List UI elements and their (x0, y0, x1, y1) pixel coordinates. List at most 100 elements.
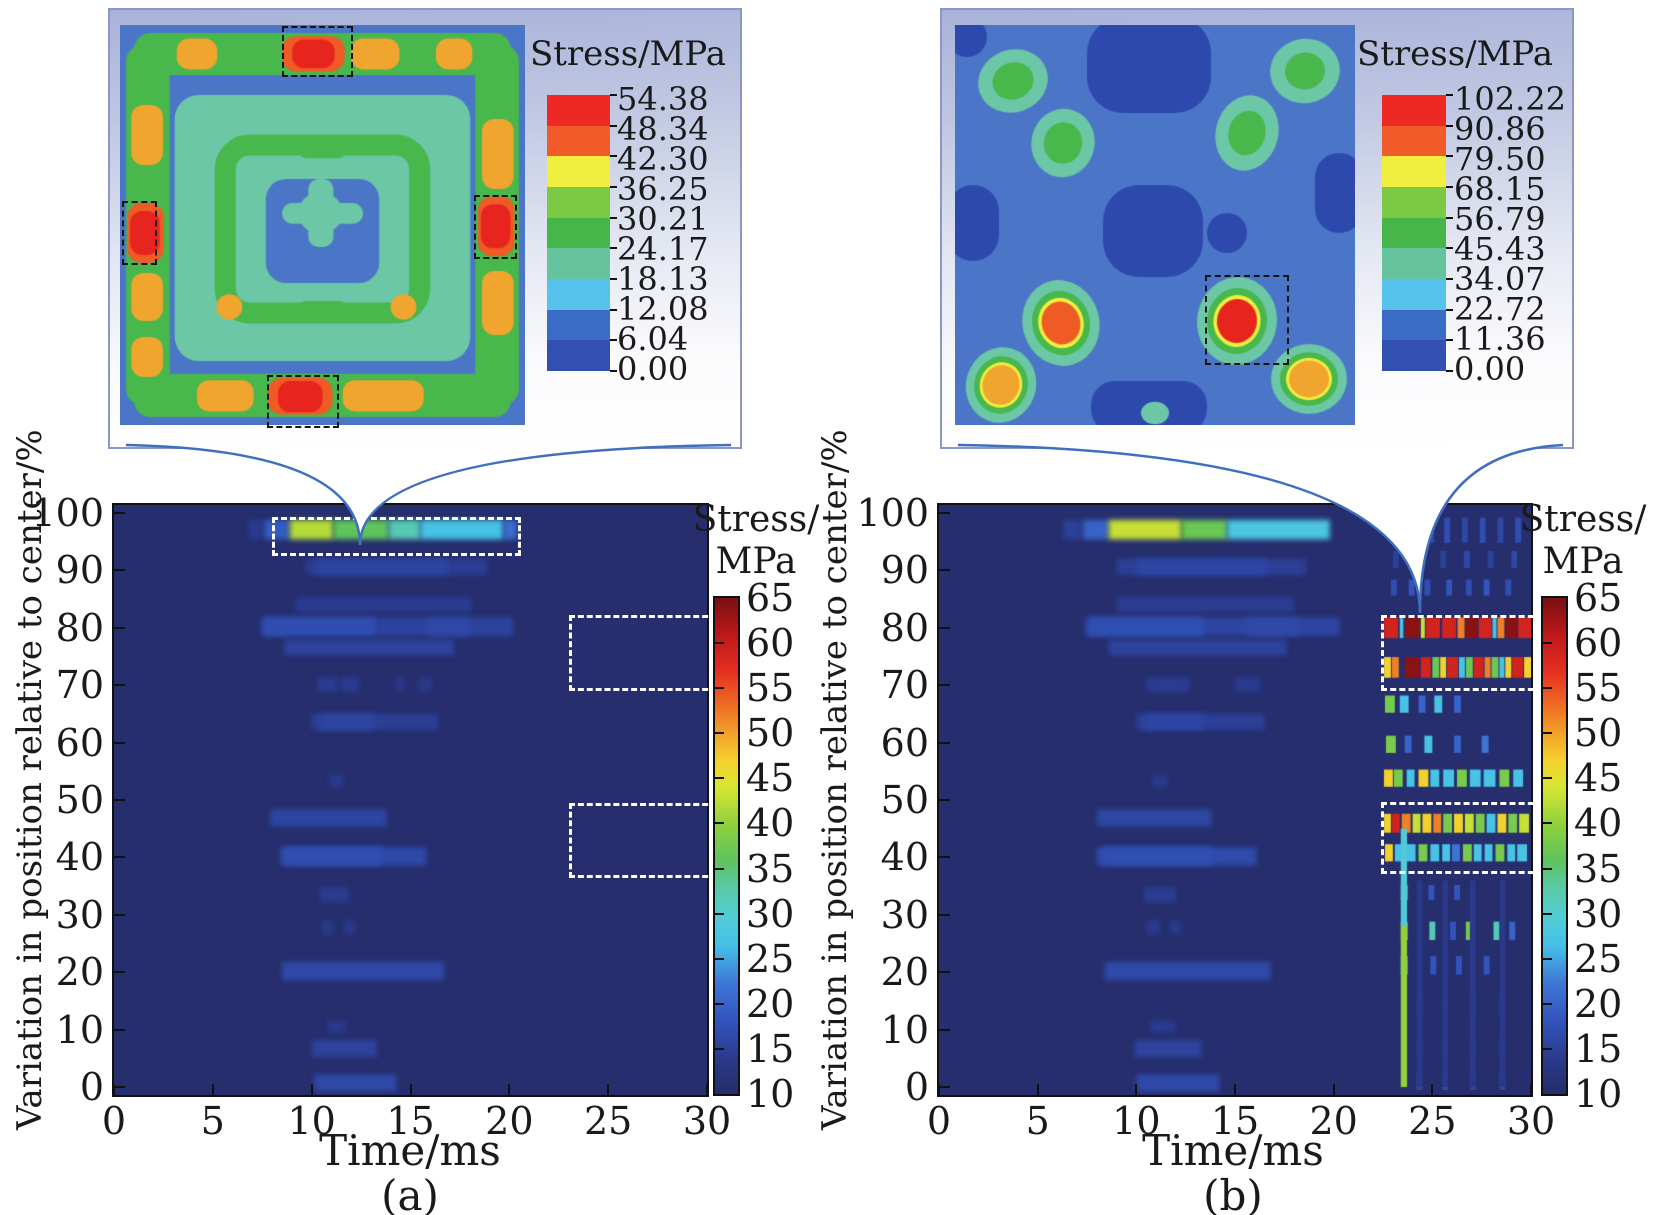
y-tick-label: 90 (880, 548, 929, 593)
legend-color-band (547, 340, 610, 371)
colorbar-tick-label: 60 (1574, 621, 1623, 666)
legend-boundary-tick (610, 339, 617, 342)
x-tick-mark (211, 1084, 214, 1095)
highlight-dashed-box (1381, 615, 1543, 692)
legend-boundary-tick (610, 124, 617, 127)
legend-value: 12.08 (617, 290, 709, 328)
colorbar-tick-label: 60 (746, 621, 795, 666)
x-tick-mark (508, 1084, 511, 1095)
heatmap-plot-a (112, 503, 717, 1097)
x-tick-mark (607, 1084, 610, 1095)
x-tick-label: 10 (1112, 1099, 1161, 1143)
colorbar-tick-label: 45 (746, 756, 795, 801)
colorbar-tick-label: 35 (1574, 846, 1623, 891)
colorbar-gradient-a (715, 598, 738, 1094)
y-tick-label: 40 (880, 835, 929, 880)
legend-boundary-tick (1446, 186, 1453, 188)
y-tick-mark (939, 512, 950, 514)
legend-boundary-tick (610, 94, 617, 96)
x-tick-label: 0 (101, 1099, 127, 1143)
colorbar-title-b-line1: Stress/ (1519, 499, 1647, 540)
colorbar-tick-mark (1543, 912, 1552, 915)
legend-value: 102.22 (1454, 80, 1566, 118)
heatmap-canvas-b (939, 505, 1531, 1095)
legend-color-band (547, 309, 610, 341)
colorbar-tick-label: 40 (746, 801, 795, 846)
colorbar-tick-mark (715, 777, 724, 780)
y-tick-label: 30 (880, 892, 929, 937)
colorbar-b (1541, 596, 1568, 1096)
colorbar-tick-label: 25 (1574, 936, 1623, 981)
y-tick-label: 20 (55, 950, 104, 995)
legend-color-band (1382, 340, 1446, 371)
y-tick-label: 50 (55, 778, 104, 822)
y-tick-label: 60 (880, 720, 929, 765)
colorbar-tick-mark (715, 687, 724, 690)
colorbar-tick-label: 25 (746, 936, 795, 981)
colorbar-title-b-line2: MPa (1542, 541, 1624, 582)
legend-value: 54.38 (617, 80, 709, 118)
x-tick-mark (1530, 1084, 1532, 1095)
legend-boundary-tick (1446, 339, 1453, 342)
y-tick-label: 80 (55, 605, 104, 650)
y-tick-mark (114, 856, 125, 859)
legend-value: 6.04 (617, 320, 689, 358)
legend-color-band (1382, 125, 1446, 157)
legend-boundary-tick (610, 308, 617, 311)
y-tick-label: 90 (55, 548, 104, 593)
colorbar-title-a-line2: MPa (715, 541, 797, 582)
y-tick-mark (939, 913, 950, 916)
x-axis-label-b: Time/ms (1142, 1126, 1324, 1175)
y-tick-label: 100 (856, 491, 929, 535)
x-tick-mark (1135, 1084, 1138, 1095)
colorbar-gradient-b (1543, 598, 1566, 1094)
y-tick-label: 0 (904, 1065, 929, 1109)
colorbar-tick-label: 30 (1574, 891, 1623, 936)
colorbar-tick-mark (715, 1002, 724, 1005)
y-tick-label: 60 (55, 720, 104, 765)
colorbar-tick-mark (1543, 687, 1552, 690)
highlight-dashed-box (1381, 801, 1543, 874)
y-tick-mark (114, 1028, 125, 1031)
legend-color-band (547, 125, 610, 157)
highlight-dashed-box (568, 615, 717, 692)
legend-boundary-tick (610, 155, 617, 158)
y-tick-label: 20 (880, 950, 929, 995)
legend-color-band (1382, 156, 1446, 187)
colorbar-tick-label: 50 (1574, 711, 1623, 756)
highlight-dashed-box (272, 517, 522, 556)
legend-color-band (1382, 309, 1446, 341)
heatmap-canvas-a (114, 505, 707, 1095)
x-tick-label: 20 (1309, 1099, 1358, 1143)
legend-boundary-tick (1446, 278, 1453, 280)
inset-dashed-box (282, 25, 353, 77)
colorbar-tick-label: 50 (746, 711, 795, 756)
y-tick-mark (939, 856, 950, 859)
colorbar-tick-mark (715, 822, 724, 825)
colorbar-tick-label: 40 (1574, 801, 1623, 846)
highlight-dashed-box (568, 802, 717, 878)
colorbar-tick-mark (715, 1047, 724, 1050)
x-tick-label: 10 (287, 1099, 336, 1143)
colorbar-tick-label: 65 (746, 576, 795, 620)
legend-value: 48.34 (617, 110, 709, 148)
y-tick-label: 0 (79, 1065, 104, 1109)
inset-dashed-box (1205, 275, 1289, 365)
colorbar-tick-mark (1543, 1047, 1552, 1050)
y-tick-label: 50 (880, 778, 929, 822)
x-tick-mark (706, 1084, 708, 1095)
panel-caption-b: (b) (1203, 1171, 1263, 1215)
legend-color-band (547, 186, 610, 218)
y-tick-mark (114, 799, 125, 801)
heatmap-plot-b (937, 503, 1543, 1097)
legend-color-band (547, 95, 610, 126)
legend-value: 24.17 (617, 230, 709, 268)
legend-value: 0.00 (617, 350, 689, 388)
y-tick-label: 80 (880, 605, 929, 650)
colorbar-tick-mark (1543, 732, 1552, 735)
x-tick-label: 20 (485, 1099, 534, 1143)
y-tick-mark (939, 741, 950, 744)
x-tick-label: 30 (682, 1099, 732, 1143)
legend-boundary-tick (610, 370, 617, 372)
colorbar-tick-label: 55 (1574, 666, 1623, 711)
